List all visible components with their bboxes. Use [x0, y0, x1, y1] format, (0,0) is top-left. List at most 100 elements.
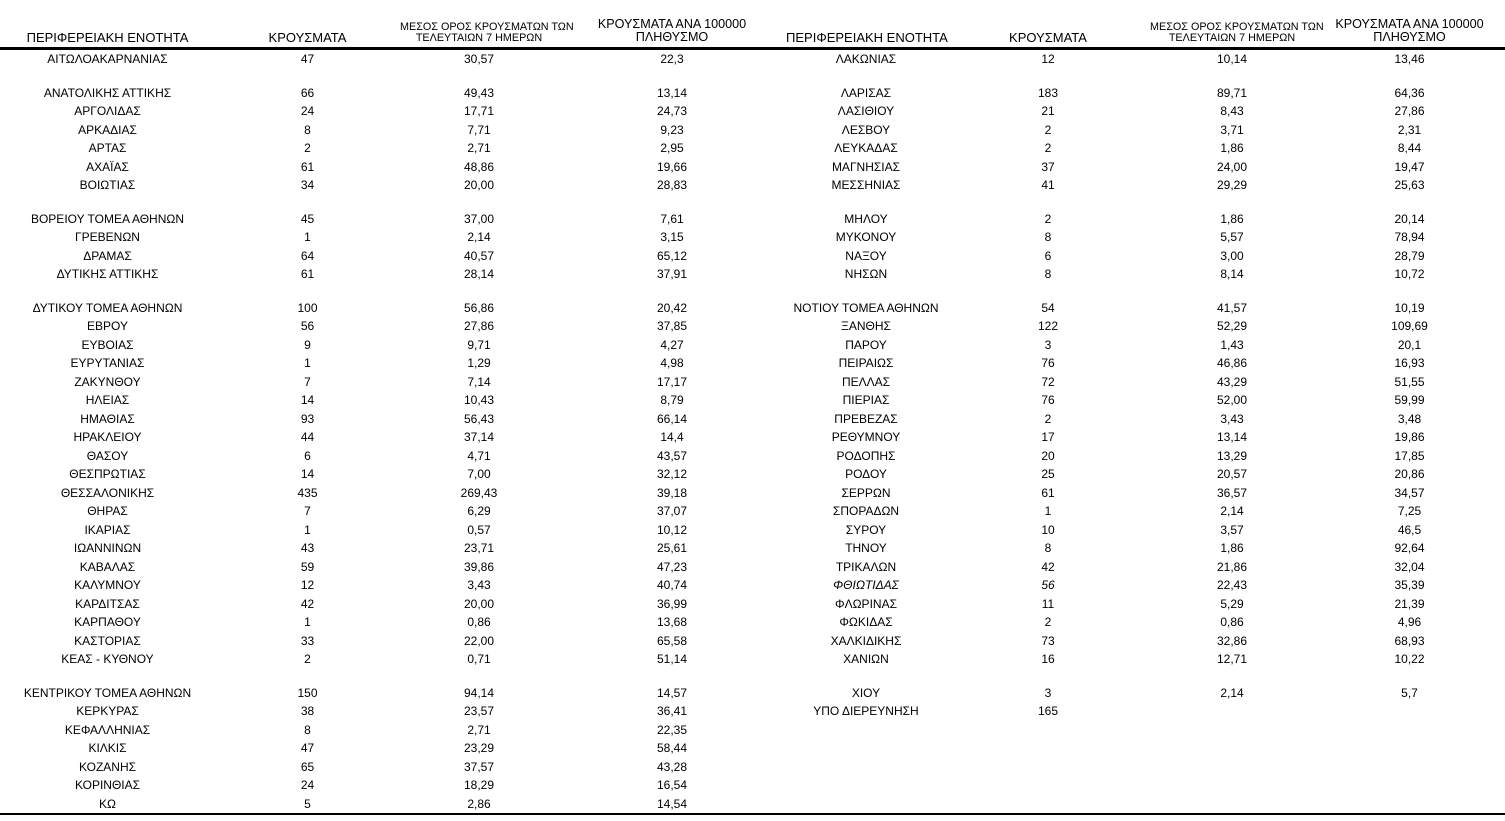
cell-avg7: 23,57	[463, 704, 495, 719]
table-row: ΕΥΒΟΙΑΣ 9 9,71 4,27	[0, 336, 786, 355]
cell-cases: 9	[304, 337, 311, 352]
cell-region: ΛΕΥΚΑΔΑΣ	[834, 141, 898, 156]
cell-region: ΤΗΝΟΥ	[845, 541, 887, 556]
spacer-row	[786, 669, 1505, 684]
cell-cases: 1	[304, 356, 311, 371]
cell-region: ΑΧΑΪΑΣ	[86, 159, 129, 174]
cell-region: ΠΑΡΟΥ	[845, 337, 887, 352]
cell-per100k: 14,54	[656, 796, 688, 811]
cell-region: ΡΟΔΟΠΗΣ	[836, 448, 896, 463]
cell-per100k: 4,96	[1397, 615, 1422, 630]
cell-avg7: 46,86	[1216, 356, 1248, 371]
cell-region: ΕΒΡΟΥ	[87, 319, 128, 334]
table-row: ΣΠΟΡΑΔΩΝ 1 2,14 7,25	[786, 502, 1505, 521]
cell-avg7: 21,86	[1216, 559, 1248, 574]
cell-avg7: 8,14	[1220, 267, 1244, 282]
table-row: ΖΑΚΥΝΘΟΥ 7 7,14 17,17	[0, 373, 786, 392]
col-header-per100k-line2: ΠΛΗΘΥΣΜΟ	[635, 30, 709, 45]
cell-per100k: 37,07	[656, 504, 688, 519]
cell-cases: 61	[300, 159, 315, 174]
cell-region: ΞΑΝΘΗΣ	[841, 319, 891, 334]
cell-cases: 47	[300, 741, 315, 756]
cell-per100k: 19,86	[1394, 430, 1425, 445]
cell-cases: 11	[1041, 596, 1055, 611]
cell-cases: 56	[1041, 578, 1055, 593]
cell-region: ΖΑΚΥΝΘΟΥ	[74, 374, 141, 389]
cell-region: ΑΡΤΑΣ	[88, 141, 127, 156]
cell-per100k: 8,79	[660, 393, 684, 408]
cell-avg7: 10,14	[1216, 52, 1248, 67]
cell-region: ΑΡΚΑΔΙΑΣ	[78, 122, 137, 137]
cell-per100k: 25,63	[1394, 178, 1425, 193]
cell-cases: 45	[300, 211, 315, 226]
col-header-per100k-line2: ΠΛΗΘΥΣΜΟ	[1373, 30, 1446, 45]
cell-cases: 43	[300, 541, 315, 556]
cell-cases: 76	[1041, 356, 1055, 371]
cell-per100k: 10,12	[656, 522, 688, 537]
table-row: ΠΕΛΛΑΣ 72 43,29 51,55	[786, 373, 1505, 392]
cell-region: ΔΥΤΙΚΟΥ ΤΟΜΕΑ ΑΘΗΝΩΝ	[32, 300, 183, 315]
cell-region: ΡΟΔΟΥ	[845, 467, 887, 482]
cell-region: ΔΡΑΜΑΣ	[83, 248, 132, 263]
cell-avg7: 30,57	[463, 52, 495, 67]
cell-cases: 12	[1041, 52, 1055, 67]
cell-region: ΒΟΡΕΙΟΥ ΤΟΜΕΑ ΑΘΗΝΩΝ	[30, 211, 185, 226]
cell-region: ΗΡΑΚΛΕΙΟΥ	[73, 430, 142, 445]
cell-per100k: 4,27	[660, 337, 684, 352]
cell-region: ΝΗΣΩΝ	[844, 267, 888, 282]
cell-avg7: 7,14	[467, 374, 491, 389]
cell-per100k: 36,99	[656, 596, 688, 611]
cell-cases: 8	[1044, 267, 1052, 282]
cell-avg7: 2,14	[467, 230, 491, 245]
cell-region: ΜΗΛΟΥ	[844, 211, 888, 226]
cell-avg7: 2,14	[1220, 504, 1244, 519]
cell-region: ΠΕΛΛΑΣ	[841, 374, 891, 389]
table-body-row: ΑΙΤΩΛΟΑΚΑΡΝΑΝΙΑΣ 47 30,57 22,3 ΑΝΑΤΟΛΙΚΗΣ ΑΤ…	[0, 50, 1505, 813]
table-right-header: ΠΕΡΙΦΕΡΕΙΑΚΗ ΕΝΟΤΗΤΑ ΚΡΟΥΣΜΑΤΑ ΜΕΣΟΣ ΟΡΟ…	[786, 0, 1505, 47]
col-header-region: ΠΕΡΙΦΕΡΕΙΑΚΗ ΕΝΟΤΗΤΑ	[786, 29, 948, 45]
cell-cases: 93	[300, 411, 315, 426]
cell-region: ΧΙΟΥ	[851, 685, 881, 700]
cell-avg7: 0,57	[467, 522, 491, 537]
cell-per100k: 46,5	[1397, 522, 1422, 537]
cell-cases: 41	[1041, 178, 1055, 193]
cell-cases: 6	[1044, 248, 1052, 263]
cell-per100k: 65,58	[656, 633, 688, 648]
cell-cases: 54	[1041, 300, 1055, 315]
cell-per100k: 17,85	[1394, 448, 1425, 463]
cell-avg7: 2,71	[467, 722, 491, 737]
col-header-cases: ΚΡΟΥΣΜΑΤΑ	[1009, 29, 1087, 45]
table-row: ΚΑΛΥΜΝΟΥ 12 3,43 40,74	[0, 576, 786, 595]
cell-cases: 14	[300, 467, 315, 482]
cell-avg7: 1,86	[1220, 541, 1244, 556]
cell-cases: 21	[1041, 104, 1055, 119]
table-row: ΚΑΣΤΟΡΙΑΣ 33 22,00 65,58	[0, 632, 786, 651]
cell-region: ΚΑΛΥΜΝΟΥ	[74, 578, 141, 593]
cell-cases: 73	[1041, 633, 1055, 648]
cell-per100k: 4,98	[660, 356, 684, 371]
cell-avg7: 41,57	[1216, 300, 1248, 315]
table-row: ΦΛΩΡΙΝΑΣ 11 5,29 21,39	[786, 595, 1505, 614]
table-row: ΜΗΛΟΥ 2 1,86 20,14	[786, 210, 1505, 229]
cell-region: ΕΥΡΥΤΑΝΙΑΣ	[70, 356, 145, 371]
cell-cases: 17	[1041, 430, 1055, 445]
table-row: ΜΥΚΟΝΟΥ 8 5,57 78,94	[786, 228, 1505, 247]
cell-avg7: 1,29	[467, 356, 491, 371]
cell-per100k: 17,17	[656, 374, 688, 389]
table-row: ΙΚΑΡΙΑΣ 1 0,57 10,12	[0, 521, 786, 540]
cell-avg7: 269,43	[460, 485, 498, 500]
cell-per100k: 13,68	[656, 615, 688, 630]
cell-per100k: 43,28	[656, 759, 688, 774]
table-row: ΜΕΣΣΗΝΙΑΣ 41 29,29 25,63	[786, 176, 1505, 195]
cell-avg7: 37,14	[463, 430, 495, 445]
table-row: ΕΒΡΟΥ 56 27,86 37,85	[0, 317, 786, 336]
cell-cases: 12	[300, 578, 315, 593]
cell-region: ΚΟΖΑΝΗΣ	[78, 759, 137, 774]
table-right-body: ΛΑΚΩΝΙΑΣ 12 10,14 13,46 ΛΑΡΙΣΑΣ 183 89,71 64,36…	[786, 50, 1505, 721]
cell-avg7: 24,00	[1216, 159, 1248, 174]
cell-per100k: 65,12	[656, 248, 688, 263]
col-header-avg7: ΜΕΣΟΣ ΟΡΟΣ ΚΡΟΥΣΜΑΤΩΝ ΤΩΝ ΤΕΛΕΥΤΑΙΩΝ 7 Η…	[1150, 21, 1324, 47]
table-row: ΚΕΦΑΛΛΗΝΙΑΣ 8 2,71 22,35	[0, 721, 786, 740]
table-row: ΚΕΑΣ - ΚΥΘΝΟΥ 2 0,71 51,14	[0, 650, 786, 669]
table-row: ΔΥΤΙΚΗΣ ΑΤΤΙΚΗΣ 61 28,14 37,91	[0, 265, 786, 284]
